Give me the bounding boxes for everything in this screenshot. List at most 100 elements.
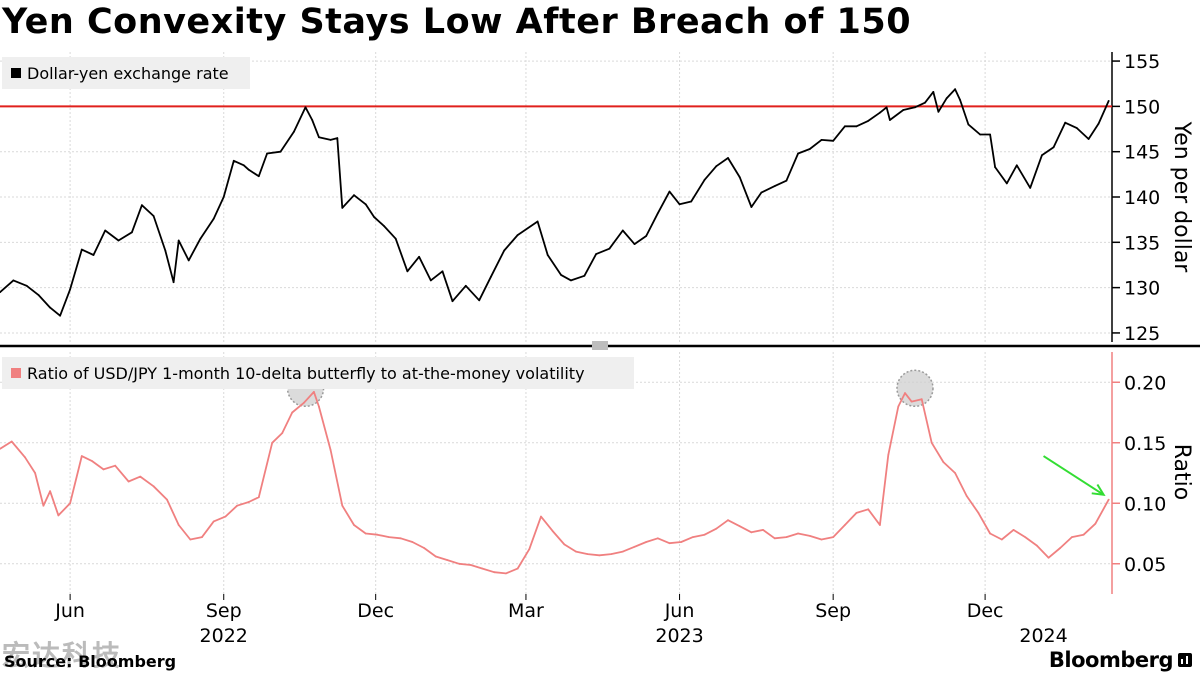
data-point <box>820 139 823 141</box>
data-point <box>914 106 916 109</box>
data-point <box>867 120 870 122</box>
data-point <box>750 206 753 208</box>
data-point <box>608 247 611 250</box>
data-point <box>1082 533 1085 536</box>
data-point <box>942 461 945 463</box>
data-point <box>1047 556 1050 559</box>
ratio-panel: 0.05 0.10 0.15 0.20 Ratio Ratio of USD/JPY 1-… <box>0 352 1194 594</box>
data-point <box>844 524 846 526</box>
data-point <box>406 270 409 273</box>
data-point <box>904 392 906 394</box>
data-point <box>516 234 519 237</box>
data-point <box>703 178 706 181</box>
data-point <box>808 148 811 150</box>
y-tick-label: 0.15 <box>1124 433 1166 455</box>
spike-highlight-circle <box>896 369 934 408</box>
legend-box <box>2 357 634 389</box>
data-point <box>242 164 245 167</box>
data-point <box>621 229 624 232</box>
data-point <box>388 536 390 538</box>
data-point <box>336 137 339 140</box>
data-point <box>1029 187 1032 189</box>
brand-name: Bloomberg <box>1048 648 1174 672</box>
data-point <box>141 204 143 207</box>
data-point <box>42 504 45 507</box>
legend-label: Ratio of USD/JPY 1-month 10-delta butter… <box>27 364 585 383</box>
data-point <box>458 562 461 565</box>
fx-panel: 125 130 135 140 145 150 155 Yen per dollar Dolla… <box>0 51 1194 345</box>
data-point <box>668 190 671 193</box>
x-tick-label: Mar <box>508 600 544 622</box>
data-point <box>37 294 40 296</box>
data-point <box>399 537 402 540</box>
data-point <box>965 495 968 497</box>
data-point <box>773 537 776 540</box>
data-point <box>279 150 282 153</box>
data-point <box>1000 538 1003 541</box>
data-point <box>313 391 315 393</box>
data-point <box>1064 121 1067 124</box>
data-point <box>832 536 835 538</box>
data-point <box>177 239 180 242</box>
data-point <box>201 536 203 538</box>
data-point <box>844 125 846 128</box>
legend-box <box>2 57 250 89</box>
data-point <box>954 472 956 474</box>
y-tick-label: 135 <box>1124 232 1160 254</box>
arrow-annotation <box>1043 455 1105 496</box>
data-point <box>762 529 764 531</box>
data-point <box>760 191 763 194</box>
data-point <box>1076 127 1078 129</box>
data-point <box>715 527 718 530</box>
bloomberg-logo-icon <box>1178 653 1192 667</box>
data-point <box>222 196 225 198</box>
y-tick-label: 0.05 <box>1124 554 1166 576</box>
data-point <box>80 455 83 457</box>
data-point <box>563 543 566 546</box>
data-point <box>172 281 175 284</box>
y-tick-label: 155 <box>1124 51 1160 73</box>
x-tick-label: Dec <box>967 600 1004 622</box>
data-point <box>34 472 36 474</box>
data-point <box>560 274 562 276</box>
data-point <box>90 460 93 462</box>
data-point <box>224 515 227 518</box>
data-point <box>212 217 215 220</box>
y-tick-label: 145 <box>1124 142 1160 164</box>
data-point <box>727 519 729 522</box>
data-point <box>954 88 956 91</box>
data-point <box>773 185 776 188</box>
y-axis-label: Ratio <box>1169 444 1194 500</box>
data-point <box>979 133 981 136</box>
data-point <box>69 288 71 291</box>
data-point <box>189 538 192 541</box>
data-point <box>329 139 332 141</box>
y-tick-label: 0.10 <box>1124 493 1166 515</box>
data-point <box>152 485 155 488</box>
data-point <box>80 248 83 251</box>
data-point <box>57 514 60 517</box>
data-point <box>610 553 612 555</box>
data-point <box>867 508 870 511</box>
data-point <box>59 314 61 317</box>
data-point <box>423 547 425 549</box>
data-point <box>1012 529 1015 531</box>
data-point <box>1107 100 1110 102</box>
data-point <box>364 203 367 206</box>
data-point <box>1024 536 1027 538</box>
watermark-text: 宏达科技 <box>2 639 123 672</box>
data-point <box>1059 547 1062 549</box>
data-point <box>127 480 130 483</box>
data-point <box>750 531 753 534</box>
legend-swatch <box>11 368 21 378</box>
data-point <box>920 398 923 401</box>
data-point <box>989 532 991 535</box>
data-point <box>434 555 437 558</box>
data-point <box>645 541 648 543</box>
data-point <box>633 545 636 548</box>
data-point <box>318 136 320 139</box>
data-point <box>10 440 13 443</box>
data-point <box>1087 138 1090 140</box>
data-point <box>855 125 858 128</box>
